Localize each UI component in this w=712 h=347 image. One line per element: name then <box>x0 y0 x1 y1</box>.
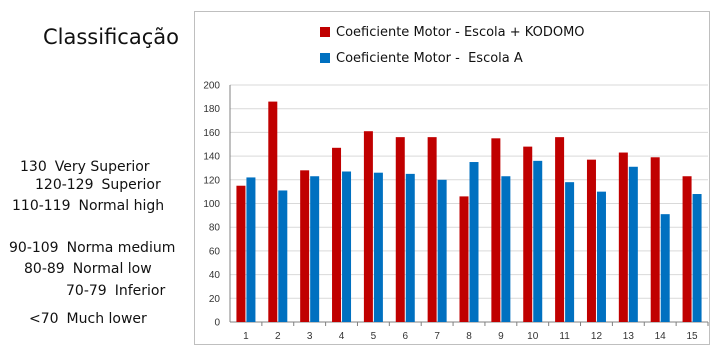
bar-series-2 <box>342 171 352 322</box>
classification-range: 130 <box>20 159 47 175</box>
bar-series-1 <box>332 147 342 322</box>
bar-series-2 <box>469 162 479 322</box>
bar-series-2 <box>310 176 320 322</box>
bar-series-1 <box>491 138 501 322</box>
classification-label: Very Superior <box>54 159 150 175</box>
x-tick-label: 14 <box>655 331 667 342</box>
bar-series-2 <box>692 194 702 322</box>
bar-series-2 <box>628 166 638 322</box>
bar-series-2 <box>373 172 383 322</box>
classification-entry: <70 Much lower <box>29 311 147 327</box>
classification-label: Norma medium <box>66 240 176 256</box>
bar-series-1 <box>618 152 628 322</box>
classification-entry: 90-109 Norma medium <box>9 240 175 256</box>
classification-range: 120-129 <box>35 177 94 193</box>
x-tick-label: 6 <box>402 331 408 342</box>
bar-series-1 <box>363 131 373 322</box>
bar-series-1 <box>523 146 533 322</box>
classification-range: 70-79 <box>66 283 107 299</box>
bar-series-1 <box>459 196 469 322</box>
classification-entry: 70-79 Inferior <box>66 283 165 299</box>
classification-label: Superior <box>101 177 161 193</box>
legend-label: Coeficiente Motor - Escola + KODOMO <box>336 25 585 40</box>
x-tick-label: 9 <box>498 331 504 342</box>
bar-series-1 <box>427 137 437 322</box>
y-tick-label: 80 <box>209 223 221 234</box>
y-tick-label: 100 <box>203 199 220 210</box>
y-tick-label: 180 <box>203 104 220 115</box>
y-tick-label: 120 <box>203 175 220 186</box>
classification-range: 80-89 <box>24 261 65 277</box>
classification-entry: 130 Very Superior <box>20 159 150 175</box>
x-tick-label: 12 <box>591 331 603 342</box>
classification-entry: 80-89 Normal low <box>24 261 152 277</box>
x-tick-label: 5 <box>371 331 377 342</box>
bar-series-2 <box>501 176 511 322</box>
bar-series-1 <box>236 185 246 322</box>
x-tick-label: 10 <box>527 331 539 342</box>
y-tick-label: 0 <box>214 318 220 329</box>
legend-label: Coeficiente Motor - Escola A <box>336 51 523 66</box>
x-tick-label: 4 <box>339 331 345 342</box>
classification-range: 110-119 <box>12 198 71 214</box>
y-tick-label: 140 <box>203 152 220 163</box>
x-tick-label: 7 <box>434 331 440 342</box>
x-tick-label: 13 <box>623 331 635 342</box>
bar-series-1 <box>586 159 596 322</box>
classification-range: 90-109 <box>9 240 59 256</box>
bar-series-2 <box>246 177 256 322</box>
x-tick-label: 8 <box>466 331 472 342</box>
bar-series-2 <box>565 182 575 322</box>
bar-series-1 <box>682 176 692 322</box>
x-tick-label: 11 <box>559 331 570 342</box>
classification-label: Inferior <box>114 283 166 299</box>
bar-series-2 <box>437 179 447 322</box>
y-tick-label: 160 <box>203 128 220 139</box>
bar-series-2 <box>278 190 288 322</box>
bar-series-1 <box>395 137 405 322</box>
bar-series-1 <box>300 170 310 322</box>
x-tick-label: 15 <box>687 331 699 342</box>
legend-swatch <box>320 53 330 63</box>
bar-series-1 <box>650 157 660 322</box>
bar-series-2 <box>660 214 670 322</box>
y-tick-label: 40 <box>209 270 221 281</box>
bar-series-2 <box>596 191 606 322</box>
x-tick-label: 1 <box>243 331 249 342</box>
x-tick-label: 2 <box>275 331 281 342</box>
classification-range: <70 <box>29 311 59 327</box>
classification-entry: 110-119 Normal high <box>12 198 164 214</box>
y-tick-label: 200 <box>203 81 220 92</box>
bar-series-1 <box>555 137 565 322</box>
classification-label: Normal low <box>72 261 152 277</box>
classification-title: Classificação <box>43 25 179 49</box>
bar-series-2 <box>533 160 543 322</box>
classification-label: Much lower <box>66 311 147 327</box>
y-tick-label: 20 <box>209 294 221 305</box>
classification-entry: 120-129 Superior <box>35 177 161 193</box>
y-tick-label: 60 <box>209 246 221 257</box>
bar-series-1 <box>268 101 278 322</box>
legend-swatch <box>320 27 330 37</box>
classification-label: Normal high <box>78 198 165 214</box>
x-tick-label: 3 <box>307 331 313 342</box>
bar-series-2 <box>405 173 415 322</box>
